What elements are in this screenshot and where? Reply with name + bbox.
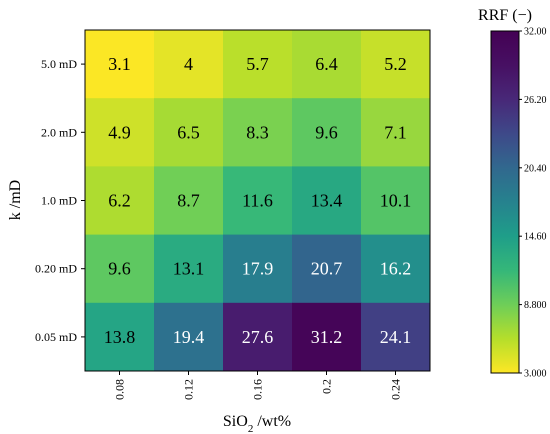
heatmap-cell (85, 98, 155, 167)
cell-value-label: 16.2 (380, 259, 412, 279)
heatmap-cell (154, 166, 224, 236)
x-axis-label: SiO2 /wt% (223, 413, 291, 434)
colorbar-ticks: 32.00 26.20 20.40 14.60 8.800 3.000 (519, 27, 547, 380)
cell-value-label: 6.5 (177, 122, 200, 142)
cell-value-label: 10.1 (380, 191, 412, 211)
heatmap-cell (85, 166, 155, 236)
heatmap-cell (154, 30, 224, 99)
heatmap-cell (292, 166, 362, 236)
colorbar-tick-label: 32.00 (524, 27, 547, 38)
y-tick-label: 1.0 mD (41, 194, 77, 208)
cell-value-label: 20.7 (311, 259, 343, 279)
heatmap-cell (223, 302, 293, 372)
x-tick-label: 0.08 (113, 379, 127, 400)
heatmap-cell (292, 30, 362, 99)
y-tick-label: 5.0 mD (41, 57, 77, 71)
cell-value-label: 8.3 (246, 122, 269, 142)
heatmap-cell (223, 234, 293, 304)
heatmap-cell (85, 234, 155, 304)
x-tick-label: 0.24 (389, 379, 403, 400)
heatmap-cell (361, 234, 431, 304)
heatmap-cell (292, 98, 362, 167)
cell-value-label: 4.9 (108, 122, 131, 142)
x-axis-ticks: 0.08 0.12 0.16 0.2 0.24 (113, 371, 403, 400)
heatmap-cell (85, 30, 155, 99)
heatmap-cell (154, 302, 224, 372)
cell-value-label: 11.6 (242, 191, 273, 211)
cell-value-label: 13.8 (104, 327, 136, 347)
cell-value-label: 5.2 (384, 54, 407, 74)
cell-value-label: 19.4 (173, 327, 205, 347)
cell-value-label: 17.9 (242, 259, 274, 279)
y-tick-label: 0.20 mD (35, 262, 77, 276)
x-tick-label: 0.12 (182, 379, 196, 400)
heatmap-cells: 3.1 4 5.7 6.4 5.2 4.9 6.5 8.3 9.6 7.1 6.2 8.7 11.6 13… (85, 30, 431, 372)
colorbar-gradient (490, 30, 520, 374)
colorbar-tick-label: 8.800 (524, 300, 547, 311)
heatmap-cell (292, 234, 362, 304)
y-tick-label: 2.0 mD (41, 125, 77, 139)
heatmap-cell (361, 98, 431, 167)
x-tick-label: 0.16 (251, 379, 265, 400)
heatmap-cell (361, 302, 431, 372)
cell-value-label: 9.6 (108, 259, 131, 279)
heatmap-cell (223, 166, 293, 236)
colorbar-tick-label: 14.60 (524, 232, 547, 243)
cell-value-label: 24.1 (380, 327, 412, 347)
heatmap-cell (361, 30, 431, 99)
colorbar-tick-label: 20.40 (524, 163, 547, 174)
cell-value-label: 31.2 (311, 327, 343, 347)
colorbar-tick-label: 3.000 (524, 369, 547, 380)
heatmap-cell (223, 98, 293, 167)
cell-value-label: 8.7 (177, 191, 200, 211)
heatmap-cell (223, 30, 293, 99)
cell-value-label: 4 (184, 54, 193, 74)
cell-value-label: 5.7 (246, 54, 269, 74)
cell-value-label: 6.4 (315, 54, 338, 74)
colorbar: RRF (−) 32.00 26.20 20.40 14.60 8.800 3.000 (478, 7, 546, 380)
cell-value-label: 7.1 (384, 122, 407, 142)
heatmap-cell (361, 166, 431, 236)
heatmap-cell (154, 98, 224, 167)
colorbar-tick-label: 26.20 (524, 95, 547, 106)
heatmap-cell (85, 302, 155, 372)
x-tick-label: 0.2 (320, 379, 334, 394)
cell-value-label: 3.1 (108, 54, 131, 74)
y-tick-label: 0.05 mD (35, 330, 77, 344)
cell-value-label: 13.1 (173, 259, 205, 279)
heatmap-cell (292, 302, 362, 372)
cell-value-label: 9.6 (315, 122, 338, 142)
colorbar-title: RRF (−) (478, 7, 532, 24)
cell-value-label: 27.6 (242, 327, 274, 347)
cell-value-label: 13.4 (311, 191, 343, 211)
y-axis-ticks: 5.0 mD 2.0 mD 1.0 mD 0.20 mD 0.05 mD (35, 57, 85, 344)
heatmap-cell (154, 234, 224, 304)
y-axis-label: k /mD (7, 180, 24, 220)
cell-value-label: 6.2 (108, 191, 131, 211)
